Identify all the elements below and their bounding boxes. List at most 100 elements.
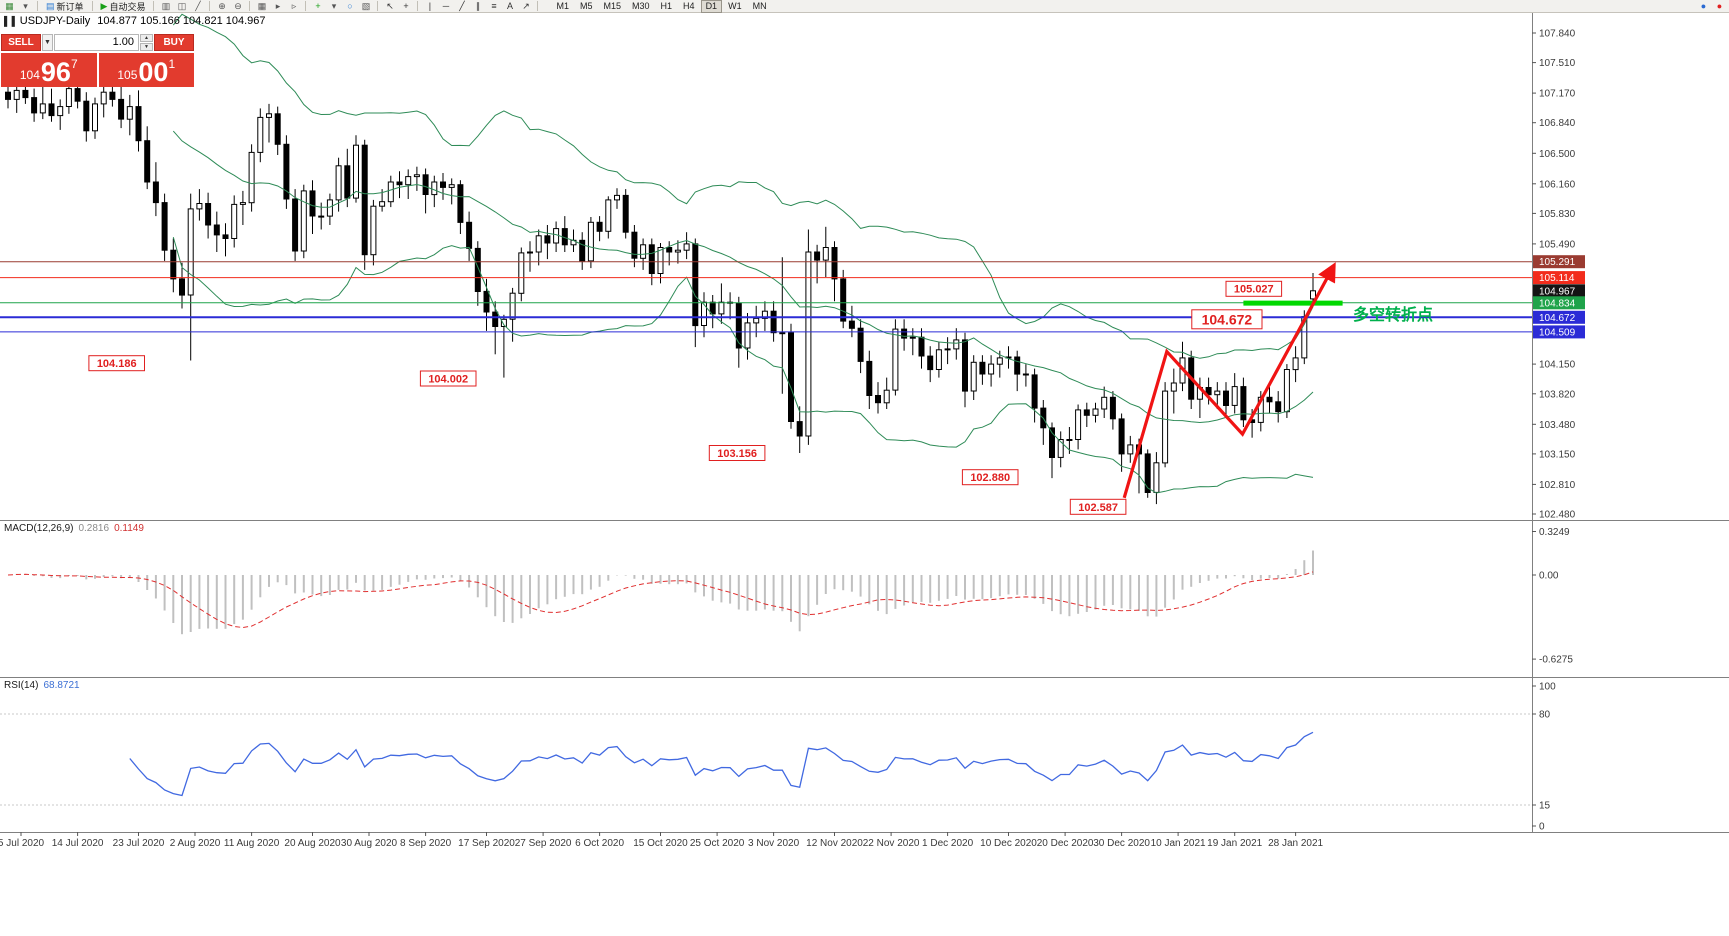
svg-text:104.509: 104.509 bbox=[1539, 327, 1576, 338]
timeframe-m15[interactable]: M15 bbox=[603, 0, 622, 11]
macd-name: MACD(12,26,9) bbox=[4, 523, 74, 534]
autotrade-button-icon: ▶ bbox=[100, 0, 108, 11]
trend-arrow[interactable] bbox=[1122, 262, 1336, 499]
svg-text:104.672: 104.672 bbox=[1539, 313, 1576, 324]
tile-windows-icon[interactable]: ▦ bbox=[257, 0, 267, 11]
svg-text:105.490: 105.490 bbox=[1539, 239, 1576, 250]
new-order-button-label: 新订单 bbox=[56, 1, 84, 12]
price-badge bbox=[1533, 325, 1585, 339]
price-annotation-label[interactable]: 104.186 bbox=[88, 355, 145, 372]
svg-text:12 Nov 2020: 12 Nov 2020 bbox=[806, 838, 863, 849]
timeframe-h4[interactable]: H4 bbox=[683, 0, 695, 11]
auto-scroll-icon[interactable]: ▸ bbox=[275, 0, 281, 11]
price-annotation-label[interactable]: 105.027 bbox=[1225, 280, 1283, 297]
templates-icon[interactable]: ▧ bbox=[361, 0, 371, 11]
timeframe-mn[interactable]: MN bbox=[752, 0, 767, 11]
new-order-button[interactable]: ▤ 新订单 bbox=[43, 0, 87, 13]
svg-text:11 Aug 2020: 11 Aug 2020 bbox=[224, 838, 280, 849]
svg-text:105.291: 105.291 bbox=[1539, 257, 1576, 268]
line-chart-icon[interactable]: ╱ bbox=[195, 0, 201, 11]
macd-indicator-label: MACD(12,26,9) 0.2816 0.1149 bbox=[4, 523, 144, 534]
timeframe-d1[interactable]: D1 bbox=[700, 0, 723, 13]
svg-text:17 Sep 2020: 17 Sep 2020 bbox=[458, 838, 515, 849]
volume-down-button[interactable]: ▼ bbox=[140, 43, 153, 51]
indicator-axis[interactable]: 0.3249 0.00 -0.6275 100 80 15 0 bbox=[1532, 527, 1573, 833]
toolbar-separator bbox=[305, 1, 307, 11]
volume-input[interactable]: 1.00 bbox=[54, 34, 139, 51]
indicators-dropdown-icon[interactable]: ▾ bbox=[331, 0, 337, 11]
svg-text:103.150: 103.150 bbox=[1539, 449, 1576, 460]
price-badge bbox=[1533, 310, 1585, 324]
volume-up-button[interactable]: ▲ bbox=[140, 34, 153, 42]
vertical-line-icon[interactable]: | bbox=[428, 0, 432, 11]
trendline-icon[interactable]: ╱ bbox=[459, 0, 465, 11]
cursor-icon[interactable]: ↖ bbox=[386, 0, 394, 11]
buy-button[interactable]: BUY bbox=[154, 34, 194, 51]
svg-text:106.840: 106.840 bbox=[1539, 118, 1576, 129]
fibonacci-icon[interactable]: ≡ bbox=[491, 0, 497, 11]
svg-text:104.186: 104.186 bbox=[97, 358, 137, 370]
timeframe-m5[interactable]: M5 bbox=[579, 0, 593, 11]
toolbar-separator bbox=[209, 1, 211, 11]
svg-text:25 Oct 2020: 25 Oct 2020 bbox=[690, 838, 745, 849]
candlestick-chart-icon[interactable]: ◫ bbox=[177, 0, 187, 11]
toolbar-separator bbox=[37, 1, 38, 11]
price-annotation-label[interactable]: 104.002 bbox=[419, 370, 477, 387]
toolbar-separator bbox=[249, 1, 251, 11]
ask-price-button[interactable]: 105 00 1 bbox=[98, 53, 194, 87]
price-annotation-label[interactable]: 104.672 bbox=[1191, 309, 1263, 330]
timeframe-h1[interactable]: H1 bbox=[660, 0, 673, 11]
zoom-in-icon[interactable]: ⊕ bbox=[218, 0, 226, 11]
svg-text:104.002: 104.002 bbox=[428, 374, 468, 386]
status-red-icon[interactable]: ● bbox=[1716, 0, 1723, 11]
price-annotation-label[interactable]: 103.156 bbox=[708, 445, 766, 461]
channel-icon[interactable]: ∥ bbox=[475, 0, 481, 11]
autotrade-button-label: 自动交易 bbox=[109, 1, 146, 12]
time-axis[interactable]: 5 Jul 2020 14 Jul 2020 23 Jul 2020 2 Aug 20… bbox=[0, 832, 1324, 849]
sell-button[interactable]: SELL bbox=[1, 34, 41, 51]
price-axis[interactable]: 107.840 107.510 107.170 106.840 106.500 106.1… bbox=[1532, 29, 1585, 521]
rsi-indicator bbox=[0, 713, 1532, 806]
price-annotation-label[interactable]: 102.880 bbox=[961, 469, 1019, 486]
ohlc-bars-icon[interactable]: ▥ bbox=[161, 0, 171, 11]
periods-icon[interactable]: ○ bbox=[347, 0, 353, 11]
bid-price-button[interactable]: 104 96 7 bbox=[1, 53, 97, 87]
autotrade-button[interactable]: ▶ 自动交易 bbox=[98, 0, 149, 13]
timeframe-m30[interactable]: M30 bbox=[632, 0, 650, 11]
svg-text:106.160: 106.160 bbox=[1539, 179, 1576, 190]
timeframe-m1[interactable]: M1 bbox=[556, 0, 569, 11]
indicators-icon[interactable]: + bbox=[315, 0, 321, 11]
svg-text:30 Aug 2020: 30 Aug 2020 bbox=[341, 838, 398, 849]
new-chart-icon[interactable]: ▦ bbox=[5, 0, 14, 11]
text-label-icon[interactable]: A bbox=[506, 0, 513, 11]
chart-list-dropdown-icon[interactable]: ▾ bbox=[23, 0, 28, 11]
chevron-down-icon: ▼ bbox=[44, 39, 51, 46]
svg-text:100: 100 bbox=[1539, 682, 1556, 693]
svg-text:80: 80 bbox=[1539, 710, 1551, 721]
note-text[interactable]: 多空转折点 bbox=[1353, 305, 1433, 324]
chart-symbol-label: USDJPY-Daily bbox=[19, 15, 91, 27]
chart-shift-icon[interactable]: ▹ bbox=[291, 0, 297, 11]
svg-text:8 Sep 2020: 8 Sep 2020 bbox=[400, 838, 452, 849]
volume-stepper: ▲ ▼ bbox=[140, 34, 153, 51]
order-type-dropdown[interactable]: ▼ bbox=[42, 34, 53, 51]
price-badge bbox=[1533, 296, 1585, 310]
toolbar-separator bbox=[153, 1, 155, 11]
status-blue-icon[interactable]: ● bbox=[1700, 0, 1707, 11]
ask-pips: 00 bbox=[138, 57, 169, 87]
crosshair-icon[interactable]: + bbox=[403, 0, 409, 11]
rsi-value: 68.8721 bbox=[43, 680, 80, 691]
pane-separators bbox=[0, 13, 1729, 833]
price-annotation-label[interactable]: 102.587 bbox=[1069, 498, 1127, 515]
svg-text:0.3249: 0.3249 bbox=[1539, 527, 1570, 538]
zoom-out-icon[interactable]: ⊖ bbox=[234, 0, 242, 11]
macd-indicator bbox=[7, 550, 1314, 635]
arrows-icon[interactable]: ↗ bbox=[522, 0, 530, 11]
svg-text:102.810: 102.810 bbox=[1539, 480, 1576, 491]
svg-text:19 Jan 2021: 19 Jan 2021 bbox=[1207, 838, 1262, 849]
timeframe-toolbar: M1 M5 M15 M30 H1 H4 D1 W1 MN bbox=[551, 0, 771, 13]
bid-pips: 96 bbox=[40, 57, 71, 87]
timeframe-w1[interactable]: W1 bbox=[728, 0, 742, 11]
horizontal-line-icon[interactable]: ─ bbox=[442, 0, 450, 11]
